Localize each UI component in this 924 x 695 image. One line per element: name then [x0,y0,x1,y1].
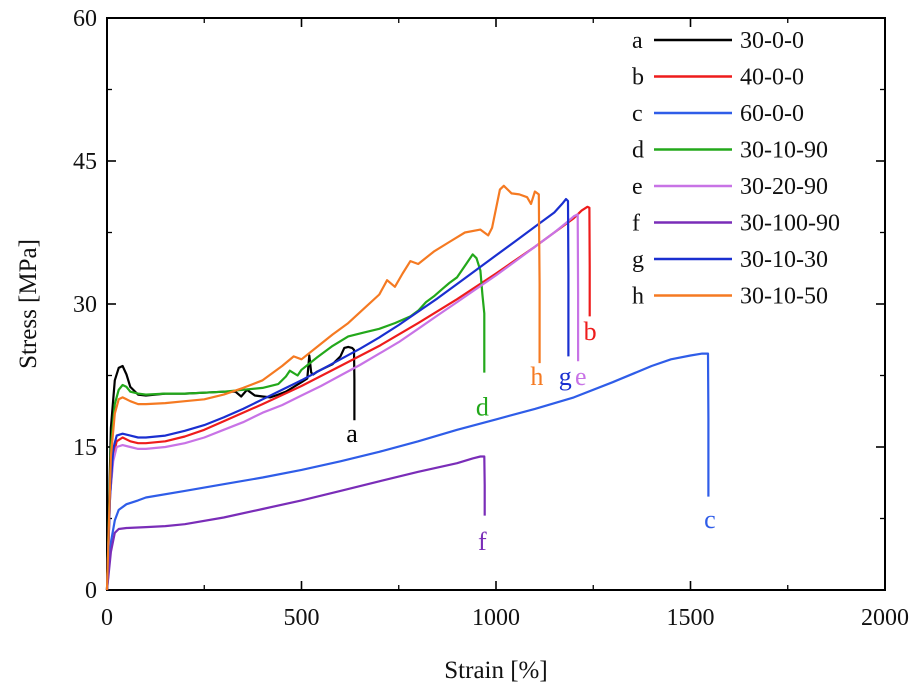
curve-label-f: f [478,527,487,556]
x-tick-label: 0 [101,605,113,631]
curve-label-d: d [476,393,489,422]
x-tick-label: 2000 [861,605,909,631]
legend-letter-f: f [632,211,640,237]
curve-label-a: a [346,419,358,448]
legend-label-h: 30-10-50 [740,284,828,310]
x-tick-label: 1000 [472,605,520,631]
series-line-c [105,352,710,591]
legend-label-e: 30-20-90 [740,174,828,200]
legend-letter-a: a [632,28,643,54]
series-line-b [105,205,591,591]
legend-label-b: 40-0-0 [740,65,804,91]
y-tick-label: 60 [73,6,97,32]
legend-letter-d: d [632,138,644,164]
series-line-a [105,345,356,591]
legend-letter-g: g [632,247,644,273]
x-tick-label: 500 [284,605,320,631]
y-tick-label: 0 [85,578,97,604]
legend-label-c: 60-0-0 [740,101,804,127]
legend-letter-h: h [632,284,644,310]
legend-label-d: 30-10-90 [740,138,828,164]
series-line-f [105,455,486,591]
legend-label-a: 30-0-0 [740,28,804,54]
legend-letter-b: b [632,65,644,91]
series-line-h [105,184,541,591]
legend-label-g: 30-10-30 [740,247,828,273]
y-axis-title: Stress [MPa] [15,239,42,369]
series-line-e [105,213,580,591]
curve-label-b: b [584,317,597,346]
axes: 0 500 1000 1500 2000 0 15 30 45 60 Strain [%] Stres… [15,6,909,684]
curve-labels: a b c d e f gh [346,317,715,556]
legend-letter-c: c [632,101,643,127]
x-axis-title: Strain [%] [444,657,547,684]
curve-label-c: c [704,505,716,534]
x-tick-label: 1500 [667,605,715,631]
curve-label-g: g [559,362,572,391]
legend: a 30-0-0 b 40-0-0 c 60-0-0 d 30-10-90 e 30-20-90 f… [632,28,840,310]
legend-letter-e: e [632,174,643,200]
y-tick-label: 15 [73,435,97,461]
y-tick-label: 30 [73,292,97,318]
curves [105,184,710,591]
curve-label-h: h [530,362,543,391]
y-tick-label: 45 [73,149,97,175]
curve-label-e: e [575,362,587,391]
legend-label-f: 30-100-90 [740,211,840,237]
series-line-g [105,198,570,591]
series-line-d [105,253,486,591]
